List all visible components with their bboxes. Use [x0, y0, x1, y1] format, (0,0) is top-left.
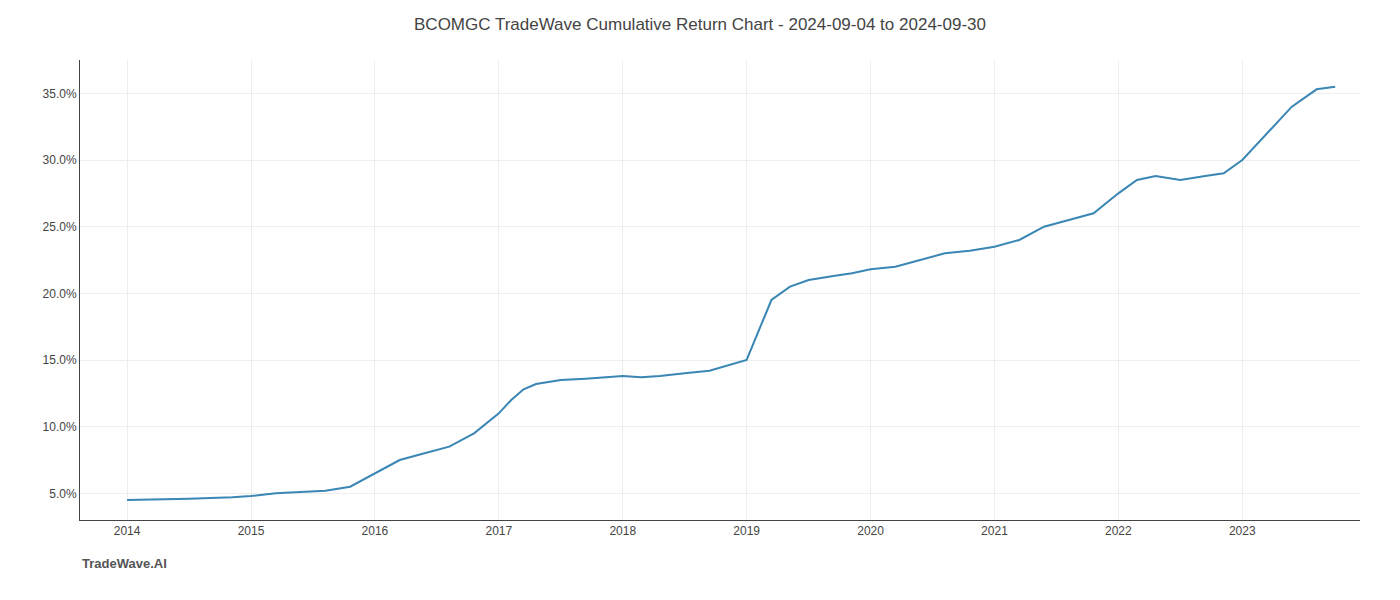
svg-text:2017: 2017: [485, 524, 512, 538]
svg-text:20.0%: 20.0%: [43, 287, 77, 301]
svg-text:35.0%: 35.0%: [43, 87, 77, 101]
svg-text:BCOMGC TradeWave Cumulative Re: BCOMGC TradeWave Cumulative Return Chart…: [414, 15, 986, 34]
svg-text:2020: 2020: [857, 524, 884, 538]
svg-text:2015: 2015: [238, 524, 265, 538]
svg-text:2014: 2014: [114, 524, 141, 538]
svg-text:2016: 2016: [362, 524, 389, 538]
svg-text:5.0%: 5.0%: [49, 487, 77, 501]
svg-text:2018: 2018: [609, 524, 636, 538]
svg-text:2019: 2019: [733, 524, 760, 538]
svg-text:25.0%: 25.0%: [43, 220, 77, 234]
svg-text:2022: 2022: [1105, 524, 1132, 538]
svg-text:2021: 2021: [981, 524, 1008, 538]
svg-text:10.0%: 10.0%: [43, 420, 77, 434]
svg-text:TradeWave.AI: TradeWave.AI: [82, 556, 167, 571]
svg-text:2023: 2023: [1229, 524, 1256, 538]
svg-text:30.0%: 30.0%: [43, 153, 77, 167]
svg-text:15.0%: 15.0%: [43, 353, 77, 367]
